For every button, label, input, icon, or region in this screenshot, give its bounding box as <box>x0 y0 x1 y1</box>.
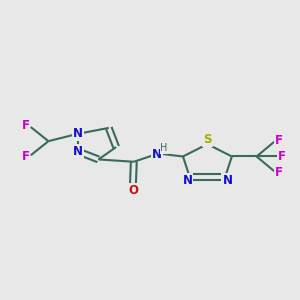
Text: N: N <box>222 174 233 187</box>
Text: N: N <box>152 148 162 160</box>
Text: S: S <box>203 133 212 146</box>
Text: F: F <box>275 134 283 147</box>
Text: N: N <box>73 127 83 140</box>
Text: O: O <box>128 184 138 196</box>
Text: F: F <box>275 166 283 179</box>
Text: H: H <box>160 143 168 153</box>
Text: F: F <box>22 119 29 132</box>
Text: F: F <box>22 150 29 163</box>
Text: F: F <box>278 150 286 163</box>
Text: N: N <box>73 145 83 158</box>
Text: N: N <box>182 174 192 187</box>
